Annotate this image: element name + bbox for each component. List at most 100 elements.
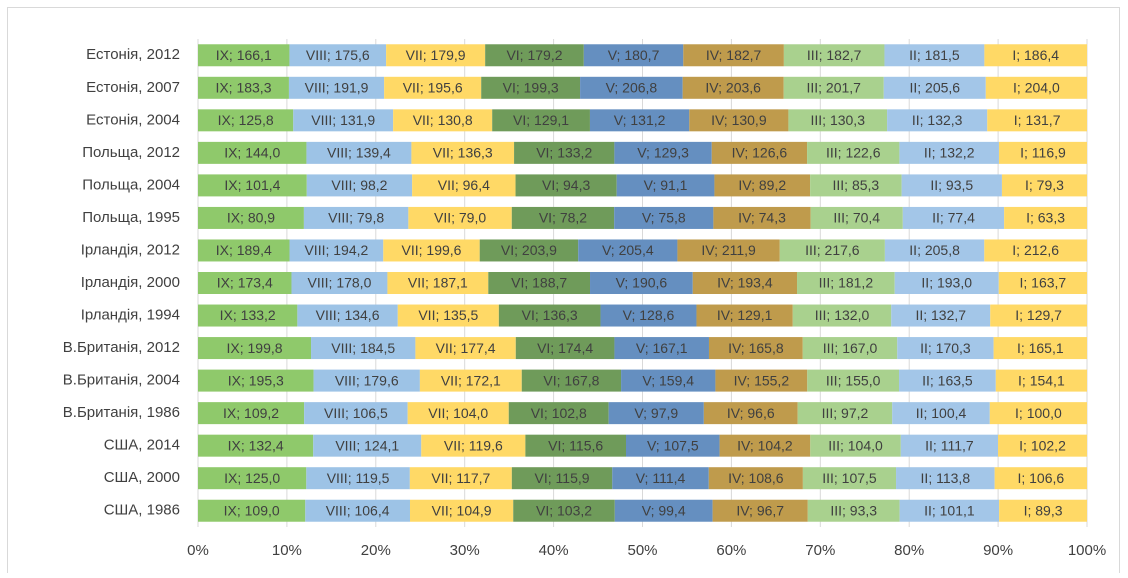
x-tick-label: 50% bbox=[627, 542, 657, 559]
bar-segment bbox=[779, 239, 885, 262]
bar-segment bbox=[995, 369, 1087, 392]
data-label: VIII; 79,8 bbox=[328, 210, 384, 226]
x-tick-label: 100% bbox=[1068, 542, 1106, 559]
data-label: VIII; 106,5 bbox=[324, 405, 388, 421]
bar-segment bbox=[303, 206, 409, 229]
bar-segment bbox=[994, 467, 1087, 490]
bar-segment bbox=[198, 434, 314, 457]
bar-segment bbox=[807, 369, 900, 392]
data-label: IV; 96,7 bbox=[736, 502, 784, 518]
data-label: VII; 119,6 bbox=[444, 437, 503, 453]
bar-segment bbox=[612, 467, 709, 490]
data-label: II; 132,7 bbox=[915, 307, 966, 323]
data-label: VIII; 98,2 bbox=[331, 177, 387, 193]
data-label: III; 85,3 bbox=[833, 177, 880, 193]
data-label: IV; 182,7 bbox=[706, 47, 762, 63]
data-label: VIII; 191,9 bbox=[305, 80, 369, 96]
data-label: III; 130,3 bbox=[811, 112, 866, 128]
data-label: VIII; 175,6 bbox=[306, 47, 370, 63]
data-label: VIII; 179,6 bbox=[335, 372, 399, 388]
bar-segment bbox=[1001, 174, 1087, 197]
data-label: II; 77,4 bbox=[932, 210, 975, 226]
data-label: III; 107,5 bbox=[822, 470, 877, 486]
data-label: III; 132,0 bbox=[815, 307, 870, 323]
data-label: III; 122,6 bbox=[826, 145, 881, 161]
data-label: V; 129,3 bbox=[637, 145, 689, 161]
bar-segment bbox=[578, 239, 678, 262]
bar-segment bbox=[407, 402, 509, 425]
bar-segment bbox=[311, 337, 416, 360]
bar-segment bbox=[891, 304, 991, 327]
bar-segment bbox=[614, 206, 714, 229]
bar-segment bbox=[198, 141, 307, 164]
data-label: I; 212,6 bbox=[1012, 242, 1059, 258]
data-label: II; 181,5 bbox=[909, 47, 960, 63]
y-tick-label: Естонія, 2007 bbox=[86, 79, 180, 96]
bar-segment bbox=[608, 402, 704, 425]
bar-segment bbox=[899, 369, 996, 392]
bar-segment bbox=[708, 337, 803, 360]
bar-segment bbox=[810, 434, 901, 457]
data-label: II; 132,2 bbox=[924, 145, 975, 161]
bar-segment bbox=[883, 76, 986, 99]
bar-segment bbox=[589, 109, 690, 132]
data-label: VII; 79,0 bbox=[434, 210, 486, 226]
y-tick-label: Польща, 2004 bbox=[82, 176, 180, 193]
data-label: IV; 104,2 bbox=[737, 437, 793, 453]
bar-segment bbox=[198, 206, 304, 229]
data-label: V; 205,4 bbox=[602, 242, 654, 258]
bar-segment bbox=[409, 499, 514, 522]
data-label: IV; 96,6 bbox=[727, 405, 775, 421]
bar-segment bbox=[590, 272, 693, 294]
data-label: IV; 203,6 bbox=[705, 80, 761, 96]
bar-segment bbox=[797, 272, 895, 294]
bar-segment bbox=[788, 109, 888, 132]
data-label: III; 70,4 bbox=[833, 210, 880, 226]
bar-segment bbox=[614, 141, 712, 164]
data-label: VII; 195,6 bbox=[403, 80, 463, 96]
bar-segment bbox=[807, 499, 900, 522]
data-label: IX; 133,2 bbox=[220, 307, 276, 323]
x-tick-label: 10% bbox=[272, 542, 302, 559]
bar-segment bbox=[291, 272, 388, 294]
bar-segment bbox=[198, 402, 305, 425]
data-label: III; 97,2 bbox=[822, 405, 869, 421]
bar-segment bbox=[408, 206, 512, 229]
data-label: VI; 103,2 bbox=[536, 502, 592, 518]
bar-segment bbox=[689, 109, 789, 132]
bar-segment bbox=[415, 337, 516, 360]
data-label: II; 93,5 bbox=[930, 177, 973, 193]
data-label: V; 190,6 bbox=[616, 275, 668, 291]
data-label: IX; 109,0 bbox=[224, 502, 280, 518]
bar-segment bbox=[492, 109, 590, 132]
data-label: V; 91,1 bbox=[644, 177, 688, 193]
bar-segment bbox=[198, 499, 306, 522]
bar-segment bbox=[421, 434, 526, 457]
bar-segment bbox=[198, 369, 314, 392]
bar-segment bbox=[600, 304, 697, 327]
bar-segment bbox=[696, 304, 793, 327]
data-label: VIII; 106,4 bbox=[326, 502, 390, 518]
data-label: VII; 179,9 bbox=[406, 47, 466, 63]
data-label: IV; 193,4 bbox=[717, 275, 773, 291]
x-tick-label: 70% bbox=[805, 542, 835, 559]
data-label: I; 100,0 bbox=[1015, 405, 1062, 421]
data-label: II; 170,3 bbox=[920, 340, 971, 356]
data-label: IV; 108,6 bbox=[728, 470, 784, 486]
data-label: V; 97,9 bbox=[634, 405, 678, 421]
bar-segment bbox=[783, 76, 884, 99]
bar-segment bbox=[583, 44, 684, 67]
data-label: II; 101,1 bbox=[924, 502, 975, 518]
bar-segment bbox=[198, 109, 294, 132]
bar-segment bbox=[616, 174, 715, 197]
data-label: I; 89,3 bbox=[1024, 502, 1063, 518]
data-label: IV; 126,6 bbox=[732, 145, 788, 161]
y-tick-label: В.Британія, 2004 bbox=[63, 372, 180, 389]
data-label: II; 205,8 bbox=[909, 242, 960, 258]
bar-segment bbox=[901, 174, 1002, 197]
bar-segment bbox=[714, 174, 811, 197]
x-tick-label: 20% bbox=[361, 542, 391, 559]
bar-segment bbox=[621, 369, 716, 392]
bar-segment bbox=[719, 434, 811, 457]
data-label: IX; 144,0 bbox=[224, 145, 280, 161]
